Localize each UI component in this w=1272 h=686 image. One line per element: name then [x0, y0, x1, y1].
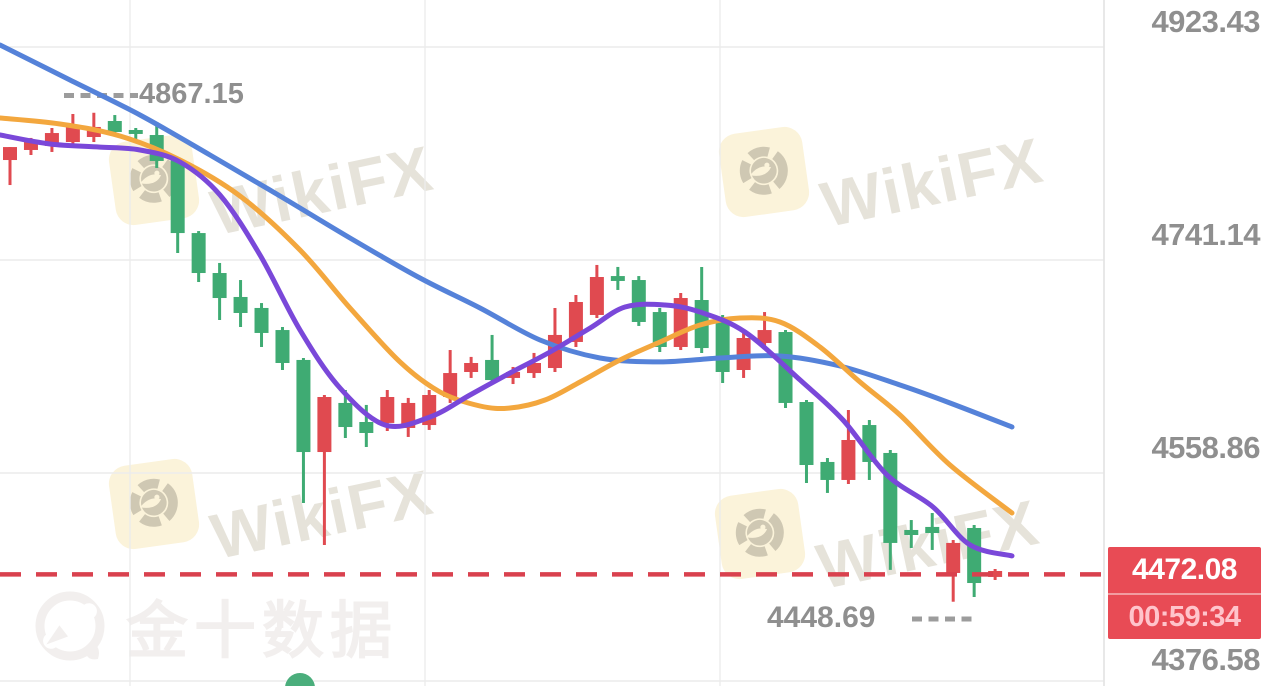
candle-up — [589, 276, 604, 315]
current-price-value: 4472.08 — [1108, 547, 1261, 593]
candle-up — [506, 371, 521, 378]
candle-down — [715, 321, 730, 372]
candle-down — [338, 402, 353, 428]
candle-down — [485, 359, 500, 381]
candle-up — [380, 396, 395, 423]
candle-down — [275, 330, 290, 363]
candle-down — [610, 276, 625, 281]
candle-up — [65, 126, 80, 143]
candle-down — [233, 296, 248, 313]
candle-up — [317, 396, 332, 453]
price-axis-label: 4741.14 — [1151, 217, 1260, 252]
candle-down — [170, 160, 185, 234]
low-price-label: 4448.69 — [767, 601, 876, 634]
high-price-label: 4867.15 — [139, 78, 244, 110]
candle-down — [904, 529, 919, 535]
event-dot — [285, 673, 315, 686]
candle-up — [841, 439, 856, 480]
ma-mid-orange — [0, 115, 1015, 516]
candle-down — [883, 452, 898, 543]
candle-down — [254, 307, 269, 333]
candle-down — [820, 461, 835, 480]
candle-down — [191, 233, 206, 274]
candle-up — [23, 142, 38, 150]
candle-up — [527, 362, 541, 374]
price-axis-label: 4558.86 — [1151, 430, 1260, 465]
candle-down — [359, 422, 374, 433]
candle-down — [107, 120, 122, 132]
candle-up — [757, 330, 772, 344]
candle-up — [464, 362, 479, 372]
candle-down — [967, 527, 982, 584]
candle-up — [946, 542, 961, 573]
countdown-timer: 00:59:34 — [1108, 593, 1261, 639]
candle-down — [631, 280, 646, 322]
candle-up — [988, 570, 1003, 577]
current-price-box: 4472.08 00:59:34 — [1108, 547, 1261, 639]
candle-down — [212, 273, 227, 299]
candle-down — [296, 359, 311, 453]
candle-up — [443, 373, 458, 397]
candle-down — [925, 526, 940, 534]
candle-down — [128, 129, 143, 134]
candle-up — [3, 147, 17, 161]
price-axis-label: 4376.58 — [1151, 642, 1260, 677]
candle-down — [799, 402, 814, 466]
price-axis-label: 4923.43 — [1151, 4, 1260, 39]
ma-fast-purple — [0, 132, 1015, 559]
candle-up — [736, 337, 751, 371]
